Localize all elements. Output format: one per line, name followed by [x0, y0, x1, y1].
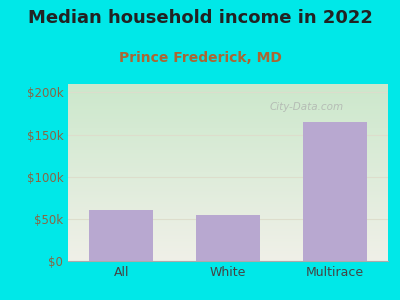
- Bar: [89, 210, 153, 261]
- Bar: [303, 122, 367, 261]
- Text: City-Data.com: City-Data.com: [270, 102, 344, 112]
- Bar: [196, 214, 260, 261]
- Text: Median household income in 2022: Median household income in 2022: [28, 9, 372, 27]
- Text: Prince Frederick, MD: Prince Frederick, MD: [118, 51, 282, 65]
